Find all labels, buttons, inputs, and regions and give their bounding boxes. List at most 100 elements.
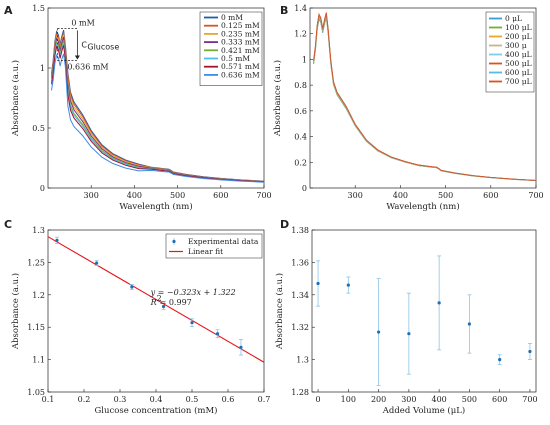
panel-c-x-tick-label: 0.3 xyxy=(114,395,127,404)
panel-c-x-tick-label: 0.6 xyxy=(222,395,235,404)
panel-c-data-point xyxy=(55,238,59,242)
panel-c-y-tick-label: 1.2 xyxy=(32,291,45,300)
panel-b-x-tick-label: 700 xyxy=(528,191,543,200)
panel-c-y-tick-label: 1.25 xyxy=(27,258,45,267)
panel-b-y-tick-label: 1.4 xyxy=(294,4,307,13)
panel-d-y-tick-label: 1.28 xyxy=(291,388,309,397)
panel-d-y-tick-label: 1.32 xyxy=(291,323,309,332)
panel-a-x-tick-label: 300 xyxy=(84,191,99,200)
panel-d-y-tick-label: 1.38 xyxy=(291,226,309,235)
panel-b-legend-box xyxy=(485,11,535,93)
panel-b-y-tick-label: 0.4 xyxy=(294,133,307,142)
panel-a-y-tick-label: 1.5 xyxy=(32,4,45,13)
panel-a-axes-frame xyxy=(47,7,265,189)
panel-c-data-point xyxy=(190,321,194,325)
panel-a-legend-box xyxy=(199,11,263,86)
panel-b-chart: 300 400 500 600 700 0 0.2 0.4 0.6 0.8 1 1.2 1.4 Wavel… xyxy=(272,4,544,212)
panel-c-y-tick-label: 1.1 xyxy=(32,356,45,365)
panel-d-data-point xyxy=(437,301,441,305)
panel-a-y-tick-label: 0 xyxy=(40,184,45,193)
panel-c-y-tick-label: 1.05 xyxy=(27,388,45,397)
panel-c-data-point xyxy=(239,345,243,349)
panel-c-y-tick-label: 1.3 xyxy=(32,226,45,235)
panel-d-y-tick-label: 1.3 xyxy=(296,356,309,365)
panel-b-x-tick-label: 300 xyxy=(348,191,363,200)
panel-d-y-tick-label: 1.36 xyxy=(291,258,309,267)
panel-c-data-point xyxy=(130,285,134,289)
panel-d-x-tick-label: 700 xyxy=(522,395,537,404)
panel-c-chart: 0.1 0.2 0.3 0.4 0.5 0.6 0.7 1.05 1.1 1.15 1.2 1.25 1… xyxy=(10,226,270,416)
panel-b-y-tick-label: 1.2 xyxy=(294,30,307,39)
panel-c-x-tick-label: 0.5 xyxy=(186,395,199,404)
panel-a-series-line xyxy=(51,45,265,183)
panel-a-annotation-bottom-label: 0.636 mM xyxy=(67,63,108,72)
panel-d-data-point xyxy=(528,349,532,354)
panel-c-y-tick-label: 1.15 xyxy=(27,323,45,332)
panel-d-chart: 0 100 200 300 400 500 600 700 1.28 1.3 1.32 1.34 1.3… xyxy=(274,226,538,416)
panel-c-x-axis-label: Glucose concentration (mM) xyxy=(95,405,218,416)
panel-b-x-tick-label: 600 xyxy=(483,191,498,200)
panel-b-series-line xyxy=(313,12,537,181)
panel-d-y-axis-label: Absorbance (a.u.) xyxy=(274,273,285,350)
panel-b-legend-label: 600 μL xyxy=(505,68,532,77)
panel-a-annotation-top-label: 0 mM xyxy=(71,18,94,27)
panel-letter-c: C xyxy=(4,218,12,231)
panel-c-y-axis-label: Absorbance (a.u.) xyxy=(10,273,21,350)
panel-c-data-point xyxy=(161,304,166,309)
panel-b-y-tick-label: 0.2 xyxy=(294,158,307,167)
panel-b-legend-label: 700 μL xyxy=(505,77,532,86)
panel-c-legend-label: Experimental data xyxy=(188,237,259,246)
panel-letter-b: B xyxy=(280,4,288,17)
panel-a-y-axis-label: Absorbance (a.u.) xyxy=(10,60,21,137)
panel-c-r2-superscript: 2 xyxy=(157,294,162,303)
panel-c-x-tick-label: 0.7 xyxy=(258,395,271,404)
panel-c-x-tick-label: 0.2 xyxy=(78,395,91,404)
panel-a-legend-label: 0.421 mM xyxy=(221,46,260,55)
panel-a-annotation-arrow-head xyxy=(74,55,80,60)
panel-c-x-tick-label: 0.4 xyxy=(150,395,163,404)
panel-d-x-tick-label: 0 xyxy=(316,395,321,404)
panel-b-x-axis-label: Wavelength (nm) xyxy=(386,201,459,212)
panel-c-equation: y = −0.323x + 1.322 xyxy=(150,288,236,297)
panel-b-legend-label: 100 μL xyxy=(505,23,532,32)
panel-a-x-tick-label: 600 xyxy=(213,191,228,200)
panel-b-y-axis-label: Absorbance (a.u.) xyxy=(272,60,283,137)
panel-d-x-tick-label: 200 xyxy=(371,395,386,404)
panel-c-data-point xyxy=(215,332,220,336)
panel-d-x-tick-label: 500 xyxy=(462,395,477,404)
panel-b-y-tick-label: 0.6 xyxy=(294,107,307,116)
panel-letter-a: A xyxy=(4,4,13,17)
panel-d-data-point xyxy=(346,283,350,287)
panel-a-annotation-glucose-label: Glucose xyxy=(87,42,119,51)
panel-b-x-tick-label: 500 xyxy=(438,191,453,200)
panel-a-legend-label: 0.235 mM xyxy=(221,29,260,38)
panel-a-chart: 300 400 500 600 700 0 0.5 1 1.5 Wavelength (nm) Ab… xyxy=(10,4,272,212)
panel-a-legend-label: 0.125 mM xyxy=(221,21,260,30)
panel-a-legend-label: 0.571 mM xyxy=(221,62,260,71)
panel-a-y-tick-label: 0.5 xyxy=(32,124,45,133)
panel-a-x-axis-label: Wavelength (nm) xyxy=(119,201,192,212)
panel-a-annotation-c-label: C xyxy=(81,40,87,49)
panel-b-legend-label: 500 μL xyxy=(505,59,532,68)
panel-a-x-tick-label: 500 xyxy=(170,191,185,200)
panel-letter-d: D xyxy=(280,218,289,231)
panel-a-legend-label: 0.636 mM xyxy=(221,70,260,79)
panel-b-legend-label: 0 μL xyxy=(505,14,522,23)
panel-a-legend-label: 0 mM xyxy=(221,13,243,22)
panel-d-x-tick-label: 100 xyxy=(341,395,356,404)
panel-c-legend-point xyxy=(172,239,176,244)
panel-c-fit-line xyxy=(47,236,265,363)
panel-c-data-point xyxy=(95,261,99,265)
panel-b-legend-label: 400 μL xyxy=(505,50,532,59)
panel-d-data-point xyxy=(498,358,502,362)
panel-a-x-tick-label: 700 xyxy=(256,191,271,200)
panel-a-legend-label: 0.5 mM xyxy=(221,54,250,63)
panel-d-y-tick-label: 1.34 xyxy=(291,291,309,300)
panel-c-x-tick-label: 0.1 xyxy=(42,395,55,404)
panel-d-axes-frame xyxy=(311,229,537,393)
panel-d-x-tick-label: 400 xyxy=(431,395,446,404)
panel-a-legend-label: 0.333 mM xyxy=(221,38,260,47)
panel-b-y-tick-label: 1 xyxy=(302,55,307,64)
panel-d-data-point xyxy=(376,330,381,334)
